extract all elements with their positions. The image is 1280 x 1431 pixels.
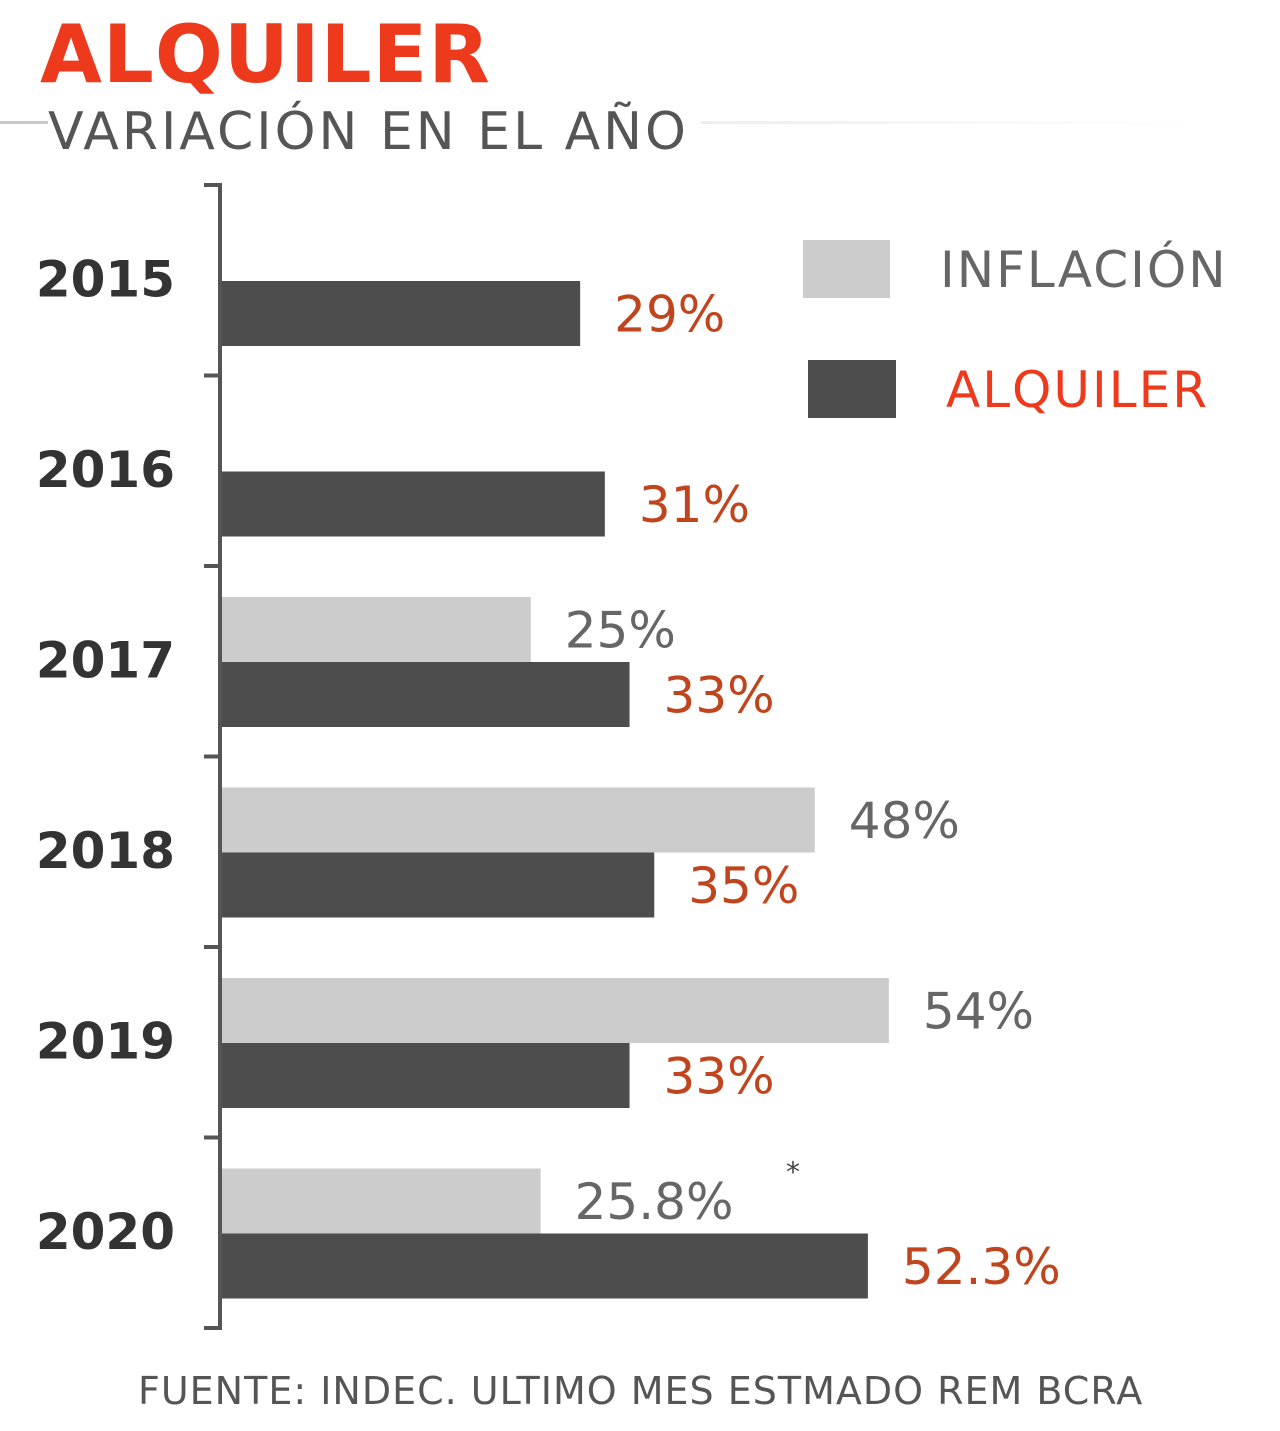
year-label: 2019 — [36, 1012, 175, 1070]
alquiler-value-label: 33% — [664, 1048, 775, 1106]
inflacion-bar — [222, 787, 815, 853]
year-label: 2020 — [36, 1203, 175, 1261]
legend-swatch-inflacion — [803, 240, 890, 298]
year-label: 2018 — [36, 822, 175, 880]
alquiler-bar — [222, 1043, 630, 1108]
alquiler-bar — [222, 471, 605, 537]
alquiler-bar — [222, 281, 581, 346]
legend-label-alquiler: ALQUILER — [946, 361, 1209, 419]
alquiler-value-label: 33% — [664, 667, 775, 725]
alquiler-bar — [222, 662, 630, 727]
source-note: FUENTE: INDEC. ULTIMO MES ESTMADO REM BC… — [138, 1369, 1144, 1413]
inflacion-value-label: 25.8% — [575, 1173, 734, 1231]
inflacion-bar — [222, 978, 889, 1043]
alquiler-value-label: 52.3% — [902, 1238, 1061, 1296]
year-label: 2017 — [36, 631, 175, 689]
year-label: 2015 — [36, 250, 175, 308]
alquiler-bar — [222, 852, 655, 918]
alquiler-bar — [222, 1233, 868, 1299]
alquiler-value-label: 35% — [688, 857, 799, 915]
year-label: 2016 — [36, 441, 175, 499]
legend-swatch-alquiler — [808, 360, 896, 418]
inflacion-bar — [222, 597, 531, 662]
chart-title: ALQUILER — [40, 8, 491, 101]
annotation-asterisk: * — [786, 1156, 800, 1189]
inflacion-value-label: 54% — [923, 983, 1034, 1041]
alquiler-value-label: 31% — [639, 476, 750, 534]
inflacion-bar — [222, 1168, 541, 1234]
legend-label-inflacion: INFLACIÓN — [940, 240, 1228, 299]
inflacion-value-label: 48% — [849, 792, 960, 850]
chart-subtitle: VARIACIÓN EN EL AÑO — [48, 100, 701, 164]
inflacion-value-label: 25% — [565, 602, 676, 660]
alquiler-value-label: 29% — [614, 286, 725, 344]
